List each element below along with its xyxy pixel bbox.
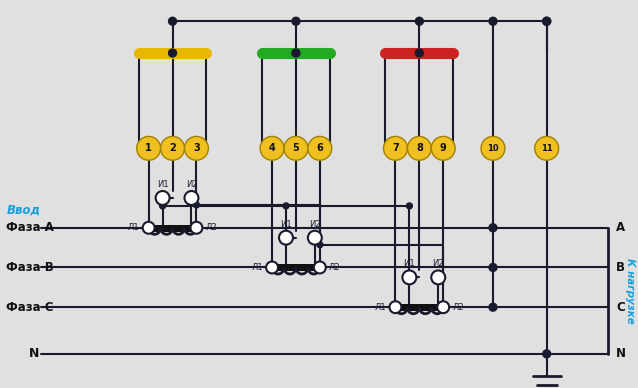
Circle shape	[156, 191, 170, 205]
Circle shape	[260, 137, 284, 160]
Circle shape	[543, 350, 551, 358]
Circle shape	[314, 262, 326, 274]
Circle shape	[168, 17, 177, 25]
Circle shape	[535, 137, 559, 160]
Text: И2: И2	[186, 180, 197, 189]
Text: 11: 11	[541, 144, 553, 153]
Circle shape	[184, 191, 198, 205]
Circle shape	[431, 137, 455, 160]
Text: 9: 9	[440, 143, 447, 153]
Text: 2: 2	[169, 143, 176, 153]
Circle shape	[489, 263, 497, 272]
Text: 8: 8	[416, 143, 423, 153]
Text: 1: 1	[145, 143, 152, 153]
Text: N: N	[29, 347, 40, 360]
Circle shape	[168, 49, 177, 57]
Circle shape	[279, 231, 293, 245]
Text: 10: 10	[487, 144, 499, 153]
Text: 6: 6	[316, 143, 323, 153]
Text: Л2: Л2	[329, 263, 341, 272]
Circle shape	[489, 224, 497, 232]
Circle shape	[160, 203, 166, 209]
Circle shape	[284, 137, 308, 160]
Text: И1: И1	[280, 220, 292, 229]
Text: 5: 5	[293, 143, 299, 153]
Circle shape	[308, 231, 322, 245]
Text: Ввод: Ввод	[6, 203, 40, 217]
Circle shape	[403, 270, 417, 284]
Circle shape	[431, 270, 445, 284]
Circle shape	[137, 137, 161, 160]
Circle shape	[143, 222, 154, 234]
Circle shape	[489, 303, 497, 311]
Circle shape	[266, 262, 278, 274]
Text: 3: 3	[193, 143, 200, 153]
Circle shape	[292, 49, 300, 57]
Text: Фаза A: Фаза A	[6, 221, 54, 234]
Circle shape	[317, 242, 323, 248]
Text: Фаза C: Фаза C	[6, 301, 54, 314]
Circle shape	[161, 137, 184, 160]
Circle shape	[193, 202, 200, 208]
Text: Л1: Л1	[375, 303, 387, 312]
Circle shape	[389, 301, 401, 313]
Text: И1: И1	[157, 180, 168, 189]
Text: A: A	[616, 221, 625, 234]
Circle shape	[308, 137, 332, 160]
Text: 4: 4	[269, 143, 276, 153]
Text: Фаза B: Фаза B	[6, 261, 54, 274]
Text: К нагрузке: К нагрузке	[625, 258, 635, 324]
Circle shape	[383, 137, 408, 160]
Text: B: B	[616, 261, 625, 274]
Text: Л1: Л1	[128, 223, 140, 232]
Circle shape	[184, 137, 209, 160]
Circle shape	[406, 203, 412, 209]
Circle shape	[543, 17, 551, 25]
Circle shape	[408, 137, 431, 160]
Circle shape	[283, 203, 289, 209]
Text: И2: И2	[433, 260, 444, 268]
Circle shape	[543, 17, 551, 25]
Text: Л1: Л1	[251, 263, 263, 272]
Circle shape	[292, 17, 300, 25]
Text: C: C	[616, 301, 625, 314]
Circle shape	[489, 17, 497, 25]
Text: И1: И1	[404, 260, 415, 268]
Text: И2: И2	[309, 220, 321, 229]
Circle shape	[415, 17, 423, 25]
Circle shape	[437, 301, 449, 313]
Circle shape	[481, 137, 505, 160]
Text: 7: 7	[392, 143, 399, 153]
Text: Л2: Л2	[452, 303, 464, 312]
Text: N: N	[616, 347, 627, 360]
Circle shape	[191, 222, 202, 234]
Circle shape	[415, 49, 423, 57]
Text: Л2: Л2	[205, 223, 217, 232]
